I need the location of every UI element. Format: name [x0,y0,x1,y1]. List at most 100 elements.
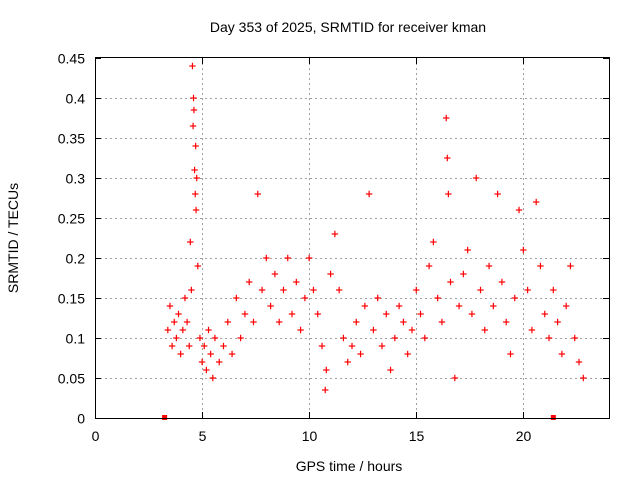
data-point [571,334,578,342]
data-point [297,326,304,334]
y-tick-label: 0.05 [58,371,85,387]
data-point [507,350,514,358]
data-point [189,62,196,70]
data-point [455,302,463,310]
chart-title: Day 353 of 2025, SRMTID for receiver kma… [210,19,486,35]
data-point [490,302,497,310]
data-point [425,262,433,270]
data-point [434,294,441,302]
x-range-marker [162,415,168,420]
data-point [293,278,300,286]
data-point [537,262,544,270]
data-point [205,326,212,334]
data-point [267,302,274,310]
data-point [284,254,291,262]
data-point [211,334,219,342]
data-point [451,374,458,382]
data-point [445,190,452,198]
data-point [187,238,194,246]
data-point [515,206,523,214]
data-point [228,350,236,358]
y-tick-label: 0.2 [66,251,86,267]
data-point [550,286,557,294]
data-point [314,310,321,318]
data-point [404,350,411,358]
data-point [177,350,184,358]
data-point [340,334,347,342]
data-point [209,374,216,382]
data-point [192,190,199,198]
data-point [194,262,201,270]
data-point [224,318,231,326]
data-point [413,286,420,294]
data-point [520,246,527,254]
data-point [263,254,270,262]
data-point [183,318,191,326]
data-point [511,294,518,302]
y-axis-label: SRMTID / TECUs [5,183,21,293]
data-point [196,334,204,342]
data-point [400,318,407,326]
x-axis-label: GPS time / hours [296,458,403,474]
y-tick-label: 0.1 [66,331,86,347]
data-point [494,190,501,198]
data-point [203,366,210,374]
data-points [162,62,587,420]
data-point [408,326,416,334]
data-point [288,310,296,318]
data-point [438,318,446,326]
data-point [192,142,199,150]
data-point [417,310,424,318]
data-point [503,318,510,326]
data-point [192,206,200,214]
data-point [443,114,450,122]
data-point [179,326,187,334]
data-point [473,174,480,182]
data-point [348,342,356,350]
data-point [168,342,176,350]
data-point [201,342,208,350]
data-point [181,294,189,302]
y-tick-label: 0.35 [58,131,85,147]
data-point [280,286,287,294]
data-point [430,238,437,246]
data-point [305,254,313,262]
data-point [175,310,182,318]
data-point [164,326,172,334]
data-point [188,286,195,294]
data-point [173,334,180,342]
data-point [310,286,317,294]
x-tick-label: 20 [516,428,532,444]
data-point [246,278,253,286]
data-point [323,366,330,374]
data-point [444,154,451,162]
data-point [186,342,193,350]
data-point [353,318,360,326]
data-point [220,342,227,350]
data-point [258,286,266,294]
data-point [335,286,343,294]
data-point [189,122,197,130]
data-point [447,278,454,286]
data-point [464,246,471,254]
x-tick-label: 15 [409,428,425,444]
data-point [383,310,390,318]
data-point [391,334,399,342]
y-tick-label: 0.3 [66,171,86,187]
data-point [554,318,561,326]
data-point [322,386,329,394]
data-point [387,366,394,374]
data-point [528,326,536,334]
data-point [575,358,583,366]
data-point [558,350,566,358]
data-point [524,286,531,294]
data-point [216,358,223,366]
data-point [318,342,326,350]
data-point [374,294,381,302]
data-point [207,350,214,358]
x-tick-label: 0 [92,428,100,444]
plot-frame [95,57,610,419]
data-point [166,302,174,310]
data-point [301,294,309,302]
